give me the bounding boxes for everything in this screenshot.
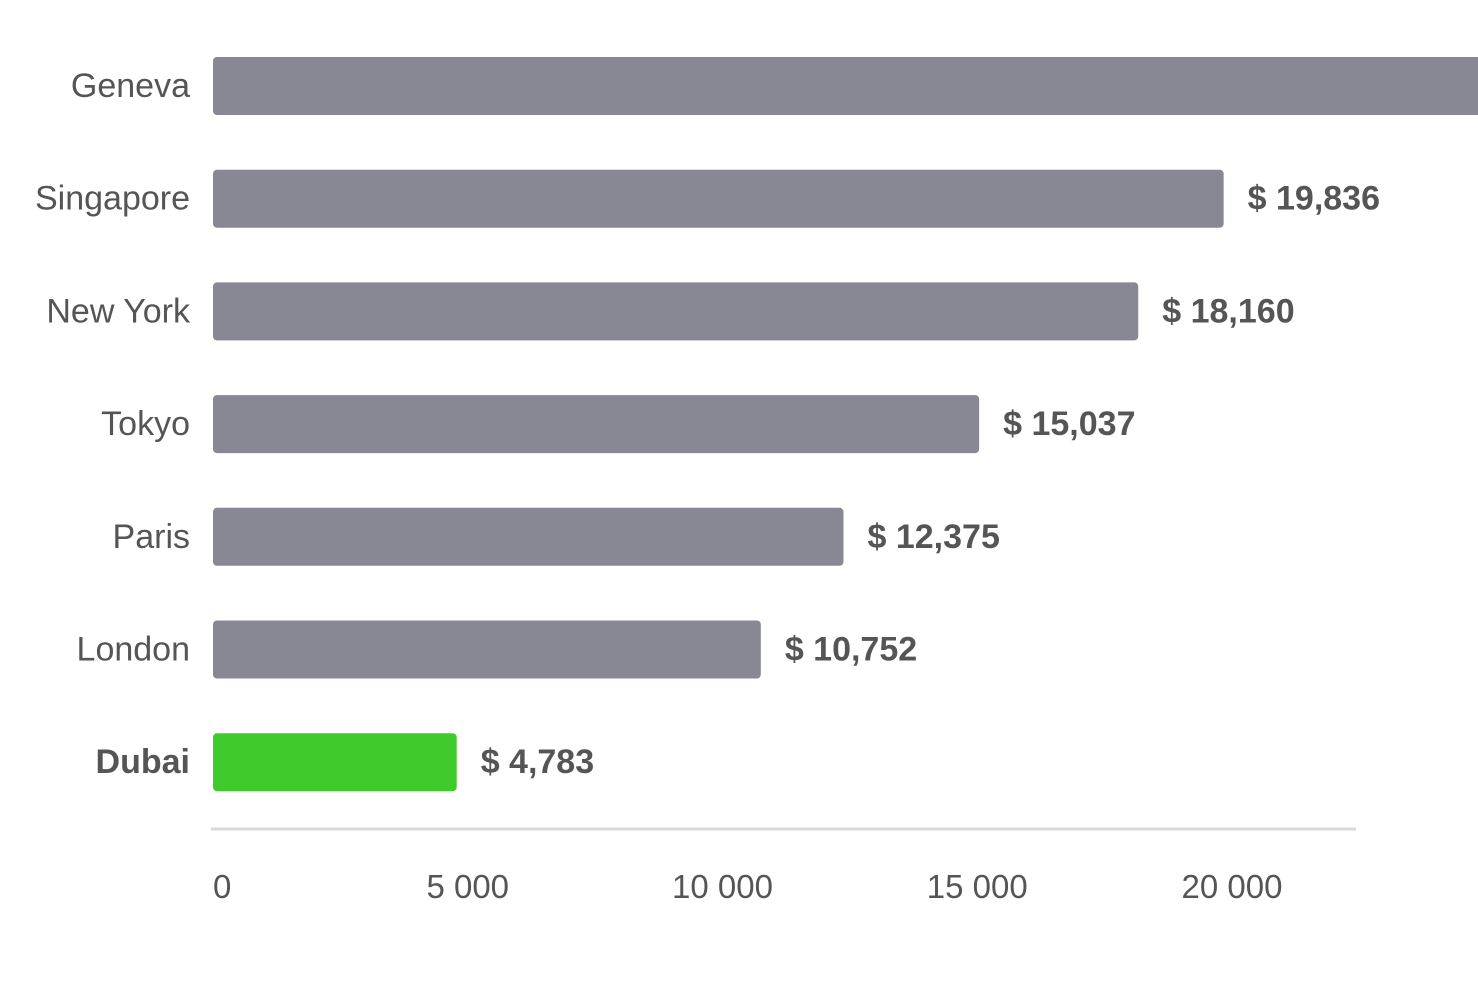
category-label-tokyo: Tokyo — [101, 405, 190, 443]
category-labels: Geneva Singapore New York Tokyo Paris London D… — [35, 67, 191, 781]
x-tick-label: 0 — [213, 868, 231, 905]
category-label-singapore: Singapore — [35, 180, 190, 218]
x-tick-label: 10 000 — [672, 868, 773, 905]
x-tick-label: 15 000 — [927, 868, 1028, 905]
bar-singapore — [213, 169, 1224, 228]
value-label-singapore: $ 19,836 — [1248, 180, 1380, 218]
category-label-paris: Paris — [113, 518, 190, 556]
bar-paris — [213, 507, 844, 566]
bar-dubai — [213, 733, 457, 792]
value-labels: $ 25,630$ 19,836$ 18,160$ 15,037$ 12,375… — [481, 180, 1380, 782]
value-label-new-york: $ 18,160 — [1162, 292, 1294, 330]
category-label-new-york: New York — [46, 292, 191, 330]
value-label-london: $ 10,752 — [785, 631, 917, 669]
bar-tokyo — [213, 395, 980, 454]
bar-london — [213, 620, 761, 679]
x-axis-ticks: 0 5 000 10 000 15 000 20 000 — [213, 868, 1282, 905]
bar-geneva — [213, 57, 1478, 115]
value-label-tokyo: $ 15,037 — [1003, 405, 1135, 443]
bars-layer — [213, 57, 1478, 792]
category-label-geneva: Geneva — [71, 67, 190, 105]
x-tick-label: 20 000 — [1182, 868, 1283, 905]
bar-new-york — [213, 282, 1139, 341]
x-tick-label: 5 000 — [426, 868, 509, 905]
category-label-london: London — [77, 631, 190, 669]
value-label-paris: $ 12,375 — [868, 518, 1000, 556]
value-label-dubai: $ 4,783 — [481, 743, 594, 781]
category-label-dubai: Dubai — [96, 743, 190, 781]
